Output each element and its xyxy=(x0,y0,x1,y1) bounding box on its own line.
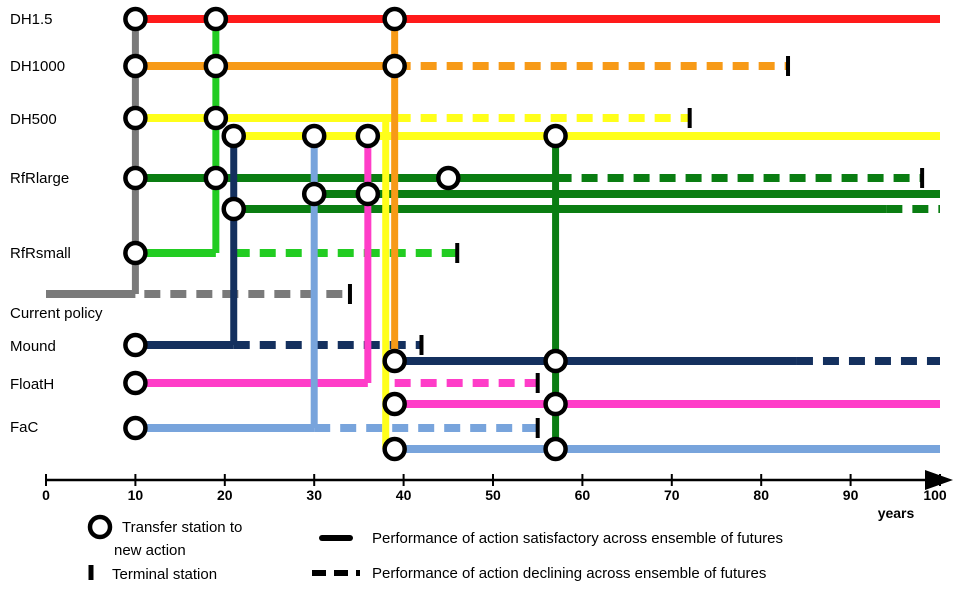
transfer-station xyxy=(301,123,327,149)
legend-transfer-line-2: new action xyxy=(114,542,186,559)
action-label-mound: Mound xyxy=(10,338,56,355)
transfer-station xyxy=(543,391,568,417)
x-tick-label: 30 xyxy=(306,487,322,503)
transfer-station xyxy=(382,53,407,79)
x-tick-label: 60 xyxy=(575,487,591,503)
action-label-rfrlarge: RfRlarge xyxy=(10,170,69,187)
transfer-station xyxy=(123,53,148,79)
x-tick-label: 70 xyxy=(664,487,680,503)
x-axis: 0 10 20 30 40 50 60 70 80 90 100 years xyxy=(42,470,953,521)
action-label-rfrsmall: RfRsmall xyxy=(10,245,71,262)
action-label-dh1-5: DH1.5 xyxy=(10,11,53,28)
pathway-segments xyxy=(46,15,940,453)
x-tick-label: 40 xyxy=(396,487,412,503)
legend-transfer-station-icon xyxy=(87,514,113,540)
transfer-station xyxy=(382,348,407,374)
transfer-station xyxy=(221,123,246,149)
transfer-station xyxy=(355,123,381,149)
action-label-floath: FloatH xyxy=(10,376,54,393)
transfer-station xyxy=(543,348,568,374)
transfer-station xyxy=(382,391,407,417)
x-axis-label: years xyxy=(878,505,915,521)
legend-transfer-line-1: Transfer station to xyxy=(122,519,242,536)
transfer-station xyxy=(123,415,148,441)
transfer-station xyxy=(436,165,461,191)
transfer-station xyxy=(123,332,148,358)
transfer-station xyxy=(123,165,148,191)
transfer-station xyxy=(301,181,327,207)
x-tick-label: 80 xyxy=(753,487,769,503)
transfer-station xyxy=(203,165,229,191)
transfer-station xyxy=(382,6,407,32)
transfer-stations xyxy=(123,6,568,462)
x-tick-label: 0 xyxy=(42,487,50,503)
transfer-station xyxy=(123,105,148,131)
action-label-fac: FaC xyxy=(10,419,39,436)
transfer-station xyxy=(203,6,229,32)
transfer-station xyxy=(123,240,148,266)
transfer-station xyxy=(123,6,148,32)
transfer-station xyxy=(203,53,229,79)
transfer-station xyxy=(543,123,568,149)
transfer-station xyxy=(203,105,229,131)
legend-satisfactory-label: Performance of action satisfactory acros… xyxy=(372,530,783,547)
x-tick-label: 10 xyxy=(128,487,144,503)
legend-declining-label: Performance of action declining across e… xyxy=(372,565,766,582)
transfer-station xyxy=(221,196,246,222)
action-label-dh500: DH500 xyxy=(10,111,57,128)
action-label-current-policy: Current policy xyxy=(10,305,103,322)
action-labels: DH1.5 DH1000 DH500 RfRlarge RfRsmall Current … xyxy=(10,11,103,436)
legend: Transfer station to new action Terminal s… xyxy=(87,514,783,583)
action-label-dh1000: DH1000 xyxy=(10,58,65,75)
legend-transfer-station-label: Transfer station to new action xyxy=(114,519,242,559)
x-tick-label: 20 xyxy=(217,487,233,503)
x-tick-label: 100 xyxy=(923,487,947,503)
x-tick-label: 90 xyxy=(843,487,859,503)
transfer-station xyxy=(543,436,568,462)
transfer-station xyxy=(123,370,148,396)
transfer-station xyxy=(355,181,381,207)
terminal-stations xyxy=(347,56,925,438)
x-tick-label: 50 xyxy=(485,487,501,503)
transfer-station xyxy=(382,436,407,462)
legend-terminal-station-label: Terminal station xyxy=(112,566,217,583)
